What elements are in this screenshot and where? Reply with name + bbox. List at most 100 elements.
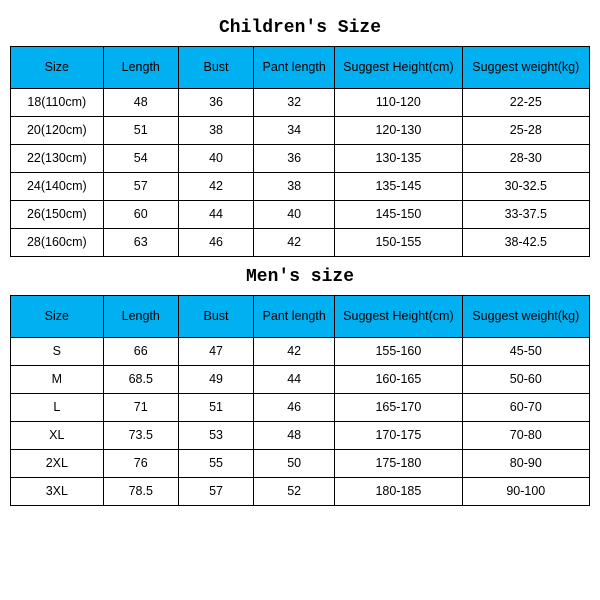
col-size: Size [11, 296, 104, 338]
table-header-row: Size Length Bust Pant length Suggest Hei… [11, 47, 590, 89]
table-cell: 46 [178, 229, 253, 257]
children-title: Children's Size [10, 8, 590, 46]
table-cell: 36 [254, 145, 335, 173]
table-cell: 80-90 [462, 450, 589, 478]
table-cell: 38-42.5 [462, 229, 589, 257]
col-size: Size [11, 47, 104, 89]
table-cell: 51 [178, 394, 253, 422]
table-cell: 60 [103, 201, 178, 229]
table-cell: 170-175 [335, 422, 462, 450]
table-cell: 78.5 [103, 478, 178, 506]
table-cell: 50 [254, 450, 335, 478]
table-cell: 33-37.5 [462, 201, 589, 229]
table-cell: 2XL [11, 450, 104, 478]
col-bust: Bust [178, 296, 253, 338]
size-chart-container: Children's Size Size Length Bust Pant le… [0, 0, 600, 514]
table-cell: L [11, 394, 104, 422]
table-cell: 34 [254, 117, 335, 145]
table-cell: 73.5 [103, 422, 178, 450]
table-cell: 53 [178, 422, 253, 450]
table-cell: 57 [178, 478, 253, 506]
table-cell: 160-165 [335, 366, 462, 394]
table-cell: M [11, 366, 104, 394]
table-cell: 26(150cm) [11, 201, 104, 229]
table-cell: 90-100 [462, 478, 589, 506]
table-cell: 76 [103, 450, 178, 478]
table-row: M68.54944160-16550-60 [11, 366, 590, 394]
col-pant: Pant length [254, 296, 335, 338]
table-cell: 42 [254, 229, 335, 257]
table-cell: 38 [178, 117, 253, 145]
table-cell: 57 [103, 173, 178, 201]
table-row: 20(120cm)513834120-13025-28 [11, 117, 590, 145]
table-header-row: Size Length Bust Pant length Suggest Hei… [11, 296, 590, 338]
table-cell: 49 [178, 366, 253, 394]
table-cell: 3XL [11, 478, 104, 506]
table-cell: 130-135 [335, 145, 462, 173]
table-cell: 70-80 [462, 422, 589, 450]
table-cell: 165-170 [335, 394, 462, 422]
col-weight: Suggest weight(kg) [462, 47, 589, 89]
table-cell: 22(130cm) [11, 145, 104, 173]
table-cell: 45-50 [462, 338, 589, 366]
table-cell: 38 [254, 173, 335, 201]
table-cell: 110-120 [335, 89, 462, 117]
table-cell: 155-160 [335, 338, 462, 366]
table-cell: 20(120cm) [11, 117, 104, 145]
table-cell: 40 [254, 201, 335, 229]
table-cell: 175-180 [335, 450, 462, 478]
table-cell: 44 [178, 201, 253, 229]
table-row: 18(110cm)483632110-12022-25 [11, 89, 590, 117]
table-cell: 18(110cm) [11, 89, 104, 117]
table-cell: 120-130 [335, 117, 462, 145]
table-row: 26(150cm)604440145-15033-37.5 [11, 201, 590, 229]
mens-size-table: Size Length Bust Pant length Suggest Hei… [10, 295, 590, 506]
table-cell: 25-28 [462, 117, 589, 145]
table-cell: 50-60 [462, 366, 589, 394]
table-cell: 66 [103, 338, 178, 366]
col-length: Length [103, 296, 178, 338]
table-row: 28(160cm)634642150-15538-42.5 [11, 229, 590, 257]
table-cell: 42 [254, 338, 335, 366]
table-cell: 46 [254, 394, 335, 422]
table-cell: 36 [178, 89, 253, 117]
table-cell: 60-70 [462, 394, 589, 422]
table-cell: 180-185 [335, 478, 462, 506]
table-row: 2XL765550175-18080-90 [11, 450, 590, 478]
table-cell: 150-155 [335, 229, 462, 257]
table-cell: 51 [103, 117, 178, 145]
table-cell: 71 [103, 394, 178, 422]
table-cell: 47 [178, 338, 253, 366]
table-cell: 54 [103, 145, 178, 173]
table-cell: 63 [103, 229, 178, 257]
table-cell: 24(140cm) [11, 173, 104, 201]
table-cell: 55 [178, 450, 253, 478]
children-size-table: Size Length Bust Pant length Suggest Hei… [10, 46, 590, 257]
table-cell: 28-30 [462, 145, 589, 173]
table-cell: 30-32.5 [462, 173, 589, 201]
table-cell: 48 [254, 422, 335, 450]
table-cell: 42 [178, 173, 253, 201]
table-cell: 135-145 [335, 173, 462, 201]
table-cell: 52 [254, 478, 335, 506]
table-cell: 22-25 [462, 89, 589, 117]
table-row: 3XL78.55752180-18590-100 [11, 478, 590, 506]
table-cell: 48 [103, 89, 178, 117]
table-cell: 40 [178, 145, 253, 173]
table-cell: XL [11, 422, 104, 450]
table-row: 22(130cm)544036130-13528-30 [11, 145, 590, 173]
table-row: 24(140cm)574238135-14530-32.5 [11, 173, 590, 201]
col-weight: Suggest weight(kg) [462, 296, 589, 338]
col-height: Suggest Height(cm) [335, 296, 462, 338]
table-row: XL73.55348170-17570-80 [11, 422, 590, 450]
table-cell: 44 [254, 366, 335, 394]
col-pant: Pant length [254, 47, 335, 89]
col-bust: Bust [178, 47, 253, 89]
col-length: Length [103, 47, 178, 89]
table-cell: 68.5 [103, 366, 178, 394]
table-cell: 28(160cm) [11, 229, 104, 257]
table-cell: 32 [254, 89, 335, 117]
table-row: L715146165-17060-70 [11, 394, 590, 422]
table-cell: S [11, 338, 104, 366]
table-row: S664742155-16045-50 [11, 338, 590, 366]
